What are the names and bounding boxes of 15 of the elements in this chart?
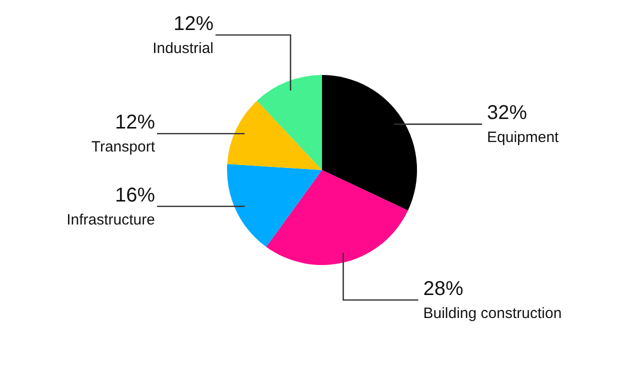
slice-label: Building construction	[423, 305, 562, 322]
slice-label: Infrastructure	[66, 211, 155, 228]
data-label: 12%	[173, 13, 214, 35]
pie-slice	[227, 164, 322, 247]
data-label: 32%	[487, 102, 528, 124]
data-label: 16%	[114, 184, 156, 206]
data-label: 28%	[423, 278, 464, 300]
slice-label: Equipment	[487, 129, 560, 146]
pie-slice	[227, 100, 322, 170]
data-label: 12%	[114, 112, 156, 134]
pie-slice	[266, 170, 408, 265]
pie-slice	[322, 75, 417, 210]
slice-label: Transport	[91, 138, 156, 156]
slice-label: Industrial	[152, 40, 214, 57]
pie-slice	[256, 75, 322, 170]
